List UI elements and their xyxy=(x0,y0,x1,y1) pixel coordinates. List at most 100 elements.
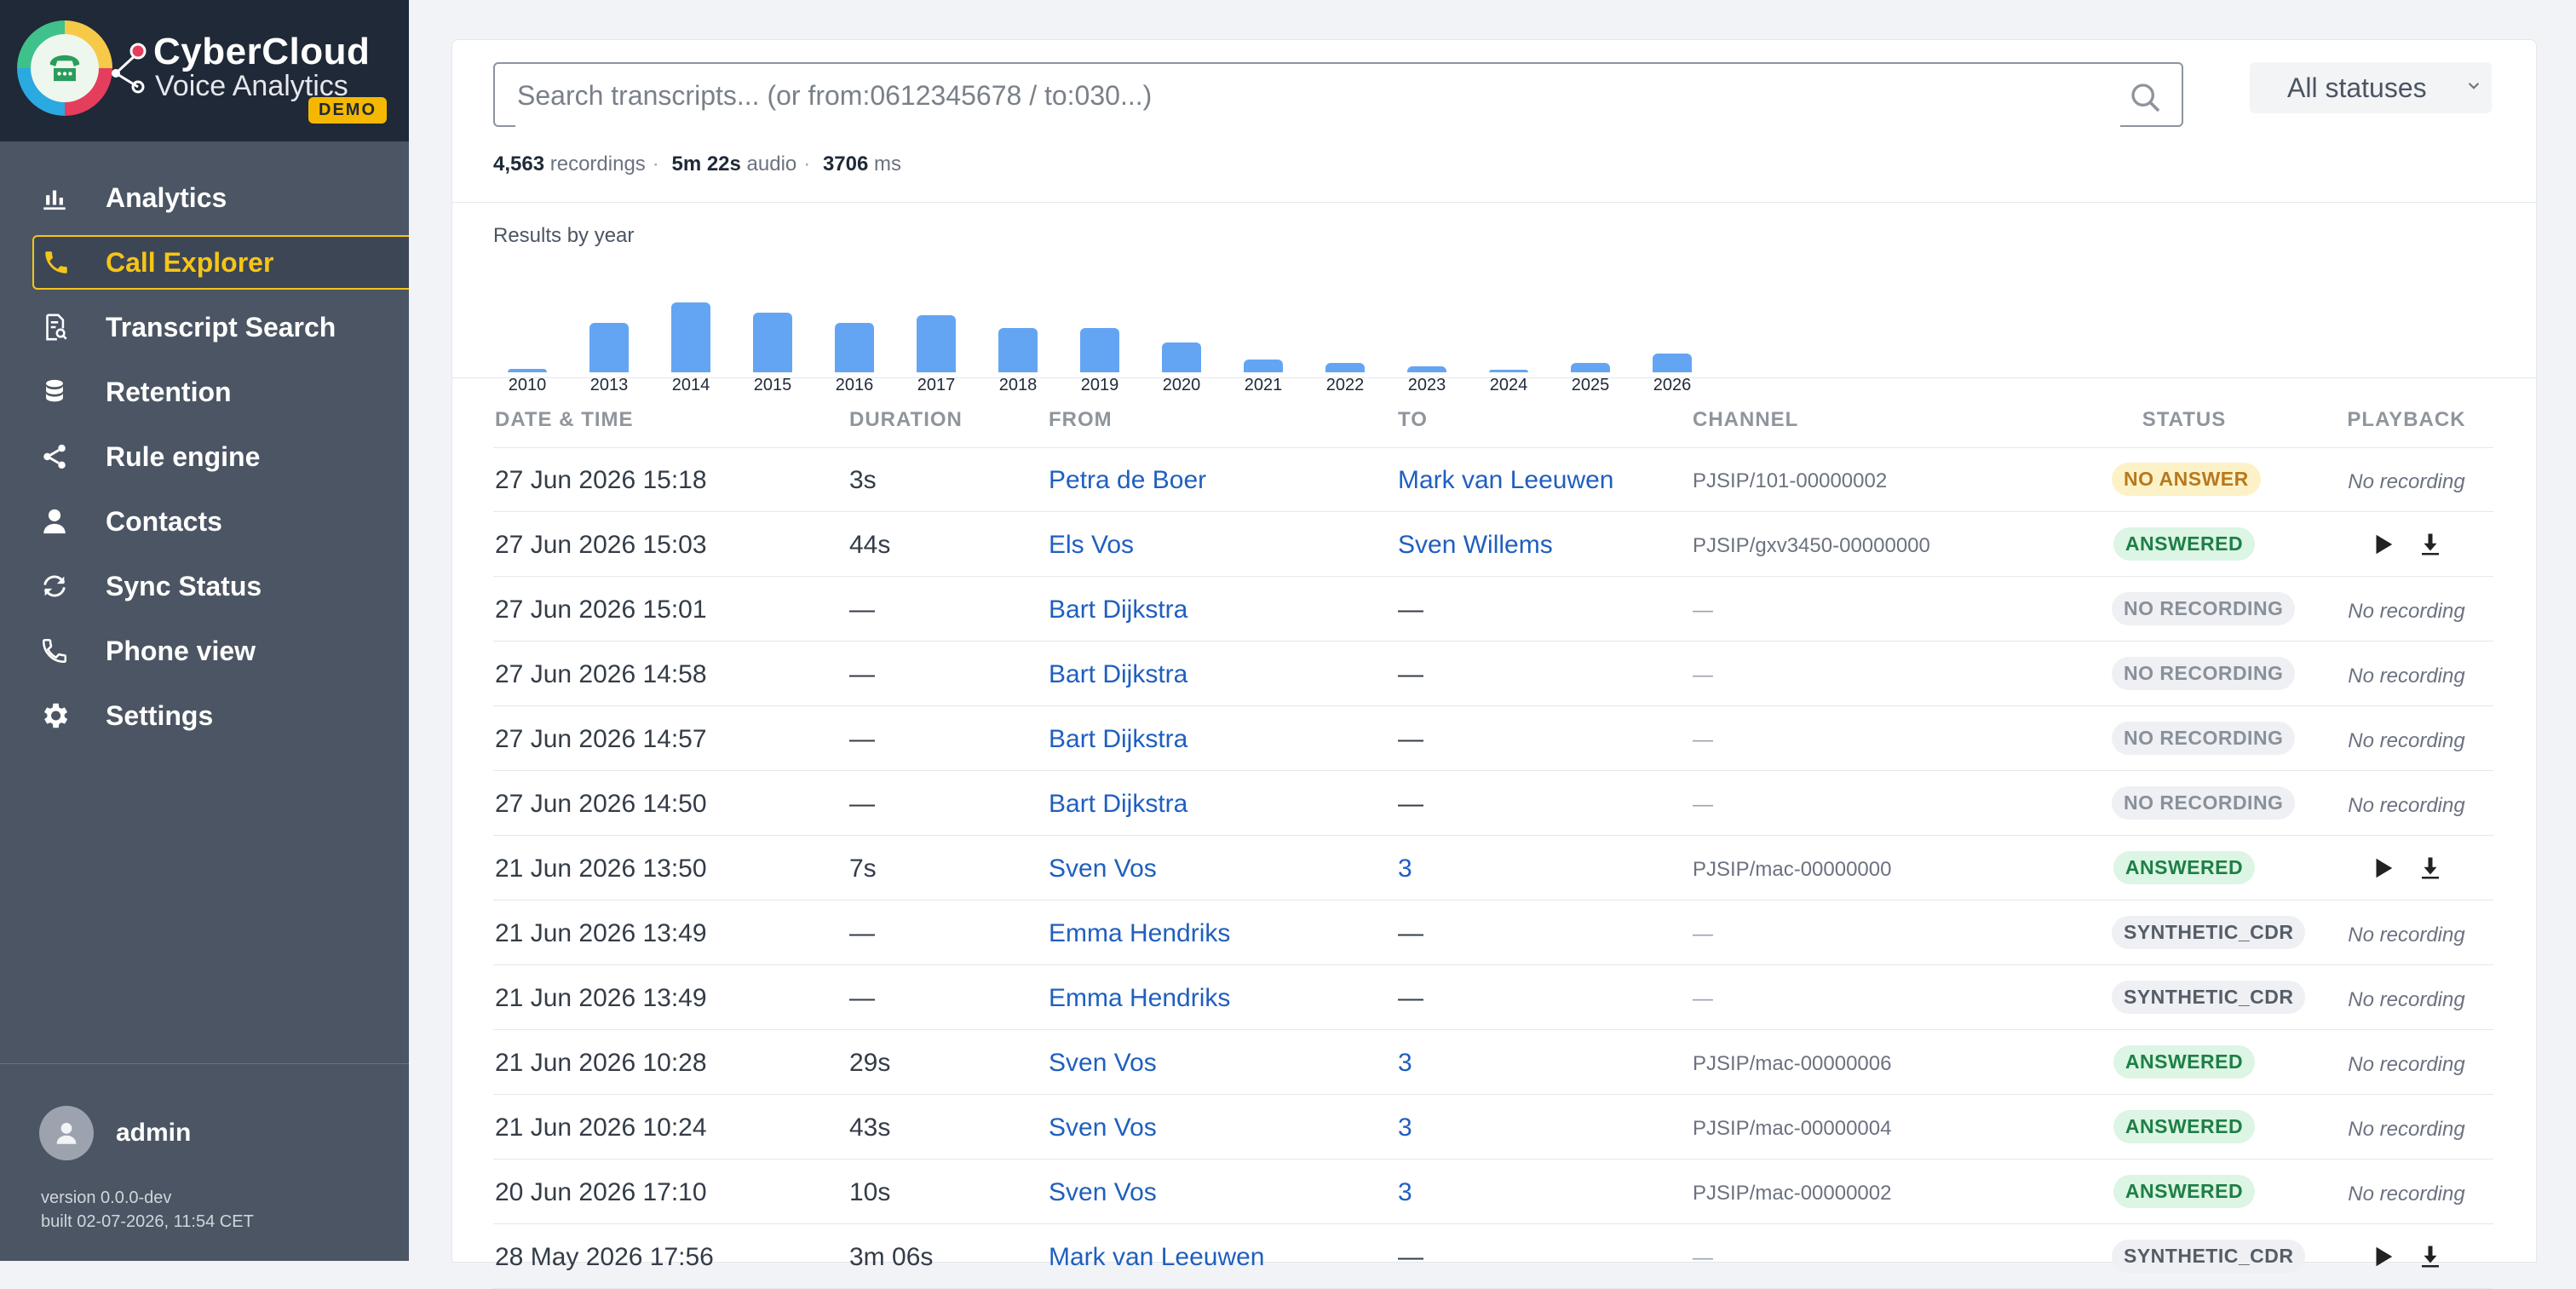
table-row[interactable]: 21 Jun 2026 10:24 43s Sven Vos 3 PJSIP/mac-0… xyxy=(493,1095,2493,1160)
caller-link[interactable]: Els Vos xyxy=(1049,531,1135,559)
table-row[interactable]: 27 Jun 2026 15:01 — Bart Dijkstra — — NO RECO… xyxy=(493,577,2493,642)
play-icon[interactable] xyxy=(2370,531,2395,565)
playback-cell: No recording xyxy=(2320,790,2493,819)
table-row[interactable]: 27 Jun 2026 14:58 — Bart Dijkstra — — NO RECO… xyxy=(493,642,2493,706)
callee-link[interactable]: Mark van Leeuwen xyxy=(1398,466,1614,494)
caller-link[interactable]: Emma Hendriks xyxy=(1049,919,1231,947)
download-icon[interactable] xyxy=(2418,531,2443,565)
chart-tick-label: 2024 xyxy=(1489,376,1528,394)
table-row[interactable]: 21 Jun 2026 13:50 7s Sven Vos 3 PJSIP/mac-00… xyxy=(493,836,2493,901)
column-header-from[interactable]: FROM xyxy=(1049,408,1113,431)
column-header-date[interactable]: DATE & TIME xyxy=(495,408,634,431)
column-header-duration[interactable]: DURATION xyxy=(849,408,963,431)
chart-bar-2024[interactable] xyxy=(1489,370,1528,372)
cell-channel: — xyxy=(1693,728,1713,751)
chart-bar-2016[interactable] xyxy=(835,323,874,372)
table-row[interactable]: 27 Jun 2026 14:50 — Bart Dijkstra — — NO RECO… xyxy=(493,771,2493,836)
search-icon[interactable] xyxy=(2129,81,2163,119)
chart-bar-2020[interactable] xyxy=(1162,342,1201,372)
cell-channel: PJSIP/mac-00000002 xyxy=(1693,1182,1892,1205)
caller-link[interactable]: Sven Vos xyxy=(1049,1113,1157,1142)
column-header-to[interactable]: TO xyxy=(1398,408,1428,431)
chart-bar-2019[interactable] xyxy=(1080,328,1119,372)
no-recording-text: No recording xyxy=(2348,1183,2465,1206)
callee-link: — xyxy=(1398,660,1423,688)
chart-bar-2025[interactable] xyxy=(1571,363,1610,372)
callee-link[interactable]: Sven Willems xyxy=(1398,531,1553,559)
column-header-status[interactable]: STATUS xyxy=(2142,408,2227,431)
table-row[interactable]: 27 Jun 2026 15:18 3s Petra de Boer Mark van… xyxy=(493,447,2493,512)
callee-link[interactable]: 3 xyxy=(1398,855,1412,883)
cell-channel: PJSIP/mac-00000006 xyxy=(1693,1052,1892,1075)
call-explorer-panel: All statuses 4,563 recordings· 5m 22s au… xyxy=(451,39,2537,1289)
callee-link[interactable]: 3 xyxy=(1398,1049,1412,1077)
sidebar-item-settings[interactable]: Settings xyxy=(0,688,409,743)
caller-link[interactable]: Emma Hendriks xyxy=(1049,984,1231,1012)
caller-link[interactable]: Sven Vos xyxy=(1049,855,1157,883)
cell-duration: — xyxy=(849,660,875,688)
chart-bar-2026[interactable] xyxy=(1653,354,1692,372)
column-header-channel[interactable]: CHANNEL xyxy=(1693,408,1799,431)
chart-bar-2014[interactable] xyxy=(671,302,710,372)
caller-link[interactable]: Sven Vos xyxy=(1049,1178,1157,1206)
sidebar-item-analytics[interactable]: Analytics xyxy=(0,170,409,225)
chart-bar-2017[interactable] xyxy=(917,315,956,372)
sidebar-item-contacts[interactable]: Contacts xyxy=(0,494,409,549)
status-badge: NO ANSWER xyxy=(2112,463,2261,496)
play-icon[interactable] xyxy=(2370,855,2395,889)
chart-bar-2021[interactable] xyxy=(1244,360,1283,372)
status-badge: SYNTHETIC_CDR xyxy=(2112,916,2306,949)
network-icon xyxy=(112,43,147,94)
sidebar-item-retention[interactable]: Retention xyxy=(0,365,409,419)
callee-link[interactable]: 3 xyxy=(1398,1178,1412,1206)
table-row[interactable]: 27 Jun 2026 15:03 44s Els Vos Sven Willems P… xyxy=(493,512,2493,577)
table-row[interactable]: 21 Jun 2026 10:28 29s Sven Vos 3 PJSIP/mac-0… xyxy=(493,1030,2493,1095)
table-row[interactable]: 28 May 2026 17:56 3m 06s Mark van Leeuwen —… xyxy=(493,1224,2493,1289)
sidebar-item-phone-view[interactable]: Phone view xyxy=(0,624,409,678)
chart-title: Results by year xyxy=(493,224,635,247)
chart-bar-2022[interactable] xyxy=(1325,363,1365,372)
caller-link[interactable]: Mark van Leeuwen xyxy=(1049,1243,1265,1271)
divider xyxy=(452,202,2536,203)
playback-cell xyxy=(2320,1243,2493,1277)
status-badge: NO RECORDING xyxy=(2112,786,2296,820)
status-badge: ANSWERED xyxy=(2113,1175,2256,1208)
table-row[interactable]: 21 Jun 2026 13:49 — Emma Hendriks — — SYNTHET… xyxy=(493,901,2493,965)
table-header: DATE & TIME DURATION FROM TO CHANNEL STA… xyxy=(493,393,2493,448)
search-input[interactable] xyxy=(515,64,2120,127)
chevron-down-icon xyxy=(2463,72,2485,105)
chart-bar-2015[interactable] xyxy=(753,313,792,372)
user-menu[interactable]: admin xyxy=(39,1106,191,1160)
table-row[interactable]: 20 Jun 2026 17:10 10s Sven Vos 3 PJSIP/mac-0… xyxy=(493,1160,2493,1224)
chart-bar-2010[interactable] xyxy=(508,369,547,372)
recordings-count: 4,563 xyxy=(493,152,545,176)
status-filter-select[interactable]: All statuses xyxy=(2250,62,2492,113)
caller-link[interactable]: Bart Dijkstra xyxy=(1049,790,1188,818)
callee-link[interactable]: 3 xyxy=(1398,1113,1412,1142)
sidebar-item-call-explorer[interactable]: Call Explorer xyxy=(32,235,409,290)
sidebar-item-transcript-search[interactable]: Transcript Search xyxy=(0,300,409,354)
table-row[interactable]: 27 Jun 2026 14:57 — Bart Dijkstra — — NO RECO… xyxy=(493,706,2493,771)
chart-tick-label: 2026 xyxy=(1653,376,1692,394)
chart-bar-2013[interactable] xyxy=(589,323,629,372)
sidebar-item-rule-engine[interactable]: Rule engine xyxy=(0,429,409,484)
download-icon[interactable] xyxy=(2418,855,2443,889)
cell-date: 28 May 2026 17:56 xyxy=(495,1243,714,1271)
caller-link[interactable]: Sven Vos xyxy=(1049,1049,1157,1077)
cell-channel: PJSIP/gxv3450-00000000 xyxy=(1693,534,1930,557)
status-cell: SYNTHETIC_CDR xyxy=(2112,981,2306,1014)
caller-link[interactable]: Bart Dijkstra xyxy=(1049,660,1188,688)
caller-link[interactable]: Bart Dijkstra xyxy=(1049,725,1188,753)
play-icon[interactable] xyxy=(2370,1243,2395,1277)
caller-link[interactable]: Petra de Boer xyxy=(1049,466,1207,494)
download-icon[interactable] xyxy=(2418,1243,2443,1277)
status-cell: SYNTHETIC_CDR xyxy=(2112,1240,2306,1273)
chart-bar-2023[interactable] xyxy=(1407,366,1446,372)
query-time: 3706 xyxy=(822,152,869,176)
no-recording-text: No recording xyxy=(2348,1118,2465,1141)
status-badge: ANSWERED xyxy=(2113,527,2256,561)
caller-link[interactable]: Bart Dijkstra xyxy=(1049,596,1188,624)
table-row[interactable]: 21 Jun 2026 13:49 — Emma Hendriks — — SYNTHET… xyxy=(493,965,2493,1030)
chart-bar-2018[interactable] xyxy=(998,328,1038,372)
sidebar-item-sync-status[interactable]: Sync Status xyxy=(0,559,409,613)
